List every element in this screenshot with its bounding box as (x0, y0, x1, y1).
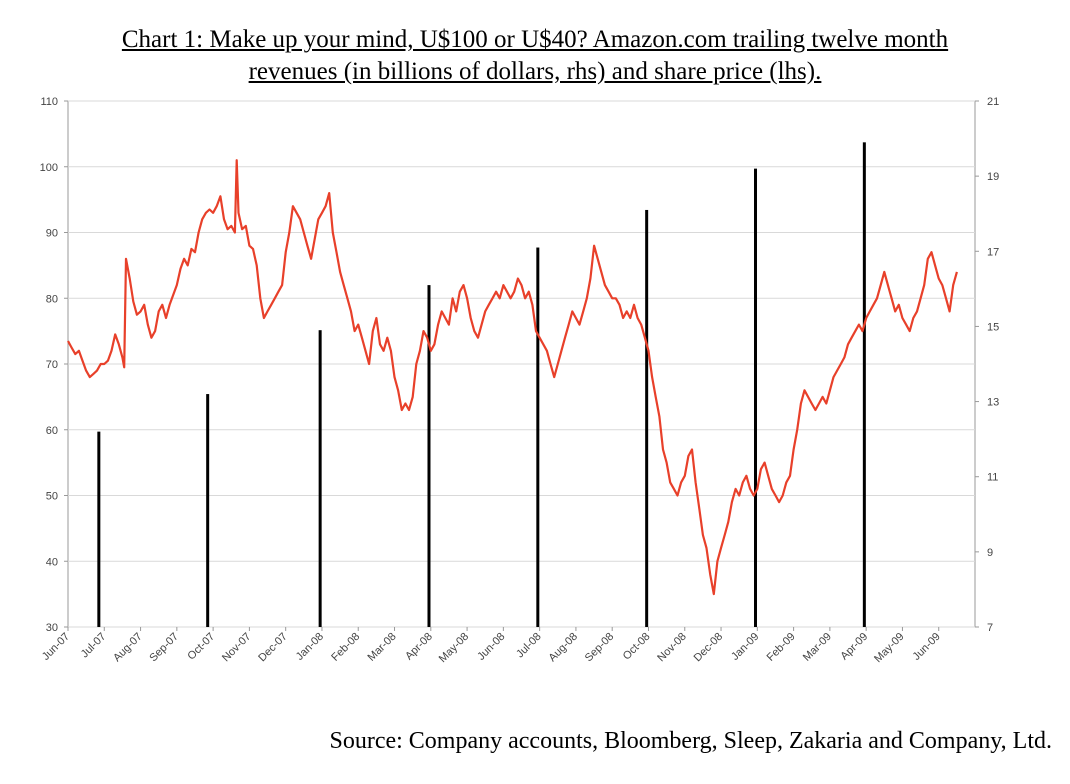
x-tick-label: Apr-09 (838, 631, 870, 663)
right-tick-label: 15 (987, 321, 999, 333)
x-tick-label: Jul-07 (79, 631, 109, 661)
x-tick-label: Sep-08 (583, 631, 617, 665)
right-tick-label: 19 (987, 171, 999, 183)
right-tick-label: 7 (987, 622, 993, 634)
x-tick-label: Jun-07 (40, 631, 72, 663)
left-tick-label: 70 (46, 359, 58, 371)
x-tick-label: May-08 (437, 631, 471, 665)
left-tick-label: 50 (46, 491, 58, 503)
x-tick-label: Aug-08 (546, 631, 580, 665)
x-tick-label: Dec-08 (692, 631, 726, 665)
chart-title-line1: Chart 1: Make up your mind, U$100 or U$4… (121, 26, 949, 53)
revenue-bar (97, 431, 101, 627)
left-tick-label: 40 (46, 556, 58, 568)
left-tick-label: 100 (40, 162, 58, 174)
x-tick-label: Nov-08 (655, 631, 689, 665)
right-tick-label: 9 (987, 547, 993, 559)
x-tick-label: Aug-07 (111, 631, 145, 665)
x-tick-label: Sep-07 (147, 631, 181, 665)
x-tick-label: May-09 (872, 631, 906, 665)
left-tick-label: 30 (46, 622, 58, 634)
source-note: Source: Company accounts, Bloomberg, Sle… (329, 728, 1052, 754)
right-tick-label: 11 (987, 472, 998, 484)
revenue-bar (754, 168, 758, 627)
revenue-bar (645, 209, 649, 627)
revenue-bar (536, 247, 540, 627)
x-tick-label: Mar-09 (801, 631, 834, 664)
left-tick-label: 90 (46, 228, 58, 240)
revenue-bar (862, 142, 866, 628)
x-tick-label: Jun-09 (911, 631, 943, 663)
revenue-bar (318, 330, 322, 627)
x-tick-label: Oct-08 (621, 631, 653, 663)
x-tick-label: Jul-08 (514, 631, 544, 661)
left-tick-label: 80 (46, 293, 58, 305)
x-tick-label: Jan-09 (729, 631, 761, 663)
x-tick-label: Nov-07 (220, 631, 254, 665)
right-tick-label: 21 (987, 96, 999, 108)
x-tick-label: Dec-07 (256, 631, 290, 665)
share-price-line (67, 159, 958, 596)
x-tick-label: Apr-08 (403, 631, 435, 663)
x-tick-label: Jun-08 (475, 631, 507, 663)
x-tick-label: Feb-09 (765, 631, 798, 664)
revenue-bar (206, 394, 210, 627)
revenue-bar (427, 285, 431, 627)
left-tick-label: 60 (46, 425, 58, 437)
x-tick-label: Mar-08 (366, 631, 399, 664)
x-tick-label: Jan-08 (294, 631, 326, 663)
left-tick-label: 110 (40, 96, 58, 108)
x-tick-label: Feb-08 (329, 631, 362, 664)
x-tick-label: Oct-07 (185, 631, 217, 663)
chart-title-line2: revenues (in billions of dollars, rhs) a… (248, 58, 822, 85)
chart-title: Chart 1: Make up your mind, U$100 or U$4… (0, 24, 1070, 88)
right-tick-label: 13 (987, 397, 999, 409)
right-tick-label: 17 (987, 246, 999, 258)
